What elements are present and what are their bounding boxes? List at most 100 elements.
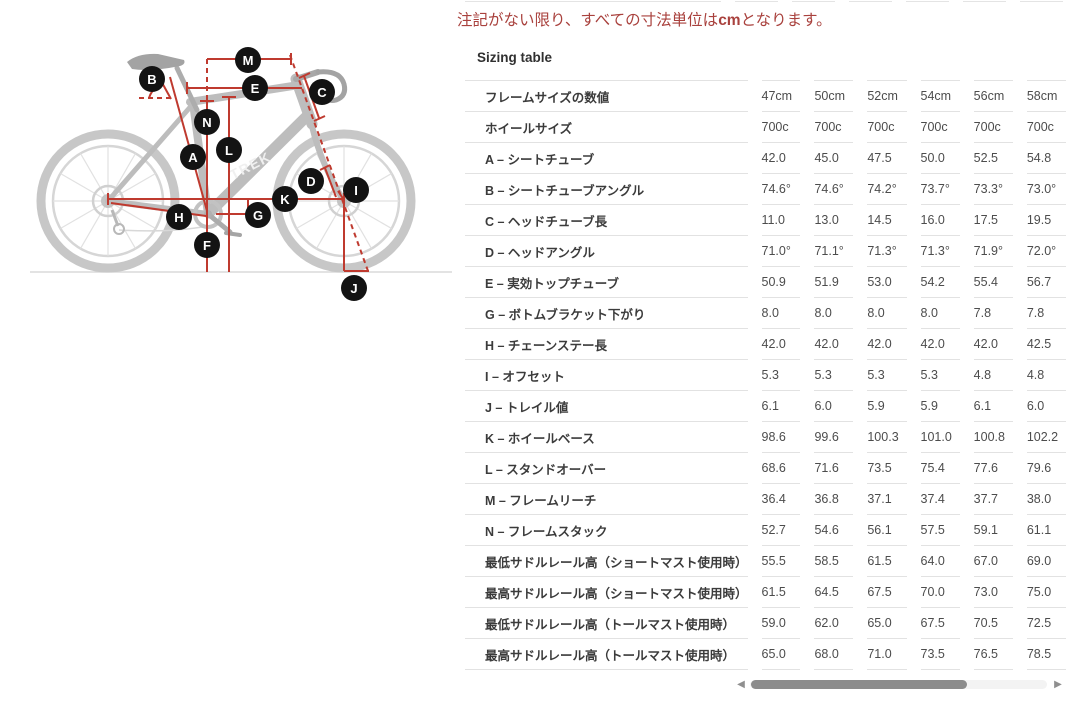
table-row: D – ヘッドアングル 71.0° 71.1° 71.3° 71.3° 71.9… xyxy=(465,236,1066,267)
cell: 54.8 xyxy=(1026,143,1066,174)
cell: 71.3° xyxy=(920,236,960,267)
cell: 50cm xyxy=(814,80,854,112)
cell: 67.5 xyxy=(920,608,960,639)
cell: 58cm xyxy=(1026,80,1066,112)
cell: 102.2 xyxy=(1026,422,1066,453)
cell: 42.5 xyxy=(1026,329,1066,360)
cell: 54.2 xyxy=(920,267,960,298)
table-row: フレームサイズの数値 47cm 50cm 52cm 54cm 56cm 58cm xyxy=(465,80,1066,112)
cell: 8.0 xyxy=(761,298,801,329)
table-row: B – シートチューブアングル 74.6° 74.6° 74.2° 73.7° … xyxy=(465,174,1066,205)
geo-badge-F: F xyxy=(194,232,220,258)
cell: 65.0 xyxy=(761,639,801,670)
cell: 74.6° xyxy=(814,174,854,205)
cell: 69.0 xyxy=(1026,546,1066,577)
cell: 62.0 xyxy=(814,608,854,639)
table-row: A – シートチューブ 42.0 45.0 47.5 50.0 52.5 54.… xyxy=(465,143,1066,174)
cell: 7.8 xyxy=(1026,298,1066,329)
table-row: N – フレームスタック 52.7 54.6 56.1 57.5 59.1 61… xyxy=(465,515,1066,546)
geo-badge-J: J xyxy=(341,275,367,301)
cell: 700c xyxy=(973,112,1013,143)
cell: 71.3° xyxy=(867,236,907,267)
geo-badge-L: L xyxy=(216,137,242,163)
row-label: A – シートチューブ xyxy=(465,143,748,174)
cell: 73.5 xyxy=(920,639,960,670)
cell: 6.0 xyxy=(1026,391,1066,422)
cell: 71.1° xyxy=(814,236,854,267)
cell: 50.9 xyxy=(761,267,801,298)
cell: 71.9° xyxy=(973,236,1013,267)
cell: 54cm xyxy=(920,80,960,112)
cell: 78.5 xyxy=(1026,639,1066,670)
cell: 700c xyxy=(867,112,907,143)
cell: 6.1 xyxy=(761,391,801,422)
table-row: ホイールサイズ 700c 700c 700c 700c 700c 700c xyxy=(465,112,1066,143)
cell: 55.4 xyxy=(973,267,1013,298)
scrollbar-track[interactable] xyxy=(750,680,1047,689)
cell: 13.0 xyxy=(814,205,854,236)
cell: 70.5 xyxy=(973,608,1013,639)
cell: 74.6° xyxy=(761,174,801,205)
units-note-suffix: となります。 xyxy=(740,12,832,29)
table-row: 最低サドルレール高（ショートマスト使用時） 55.5 58.5 61.5 64.… xyxy=(465,546,1066,577)
row-label: C – ヘッドチューブ長 xyxy=(465,205,748,236)
geo-badge-I: I xyxy=(343,177,369,203)
row-label: K – ホイールベース xyxy=(465,422,748,453)
row-label: J – トレイル値 xyxy=(465,391,748,422)
cell: 57.5 xyxy=(920,515,960,546)
cell: 54.6 xyxy=(814,515,854,546)
row-label: 最高サドルレール高（ショートマスト使用時） xyxy=(465,577,748,608)
cell: 73.5 xyxy=(867,453,907,484)
cell: 77.6 xyxy=(973,453,1013,484)
row-label: D – ヘッドアングル xyxy=(465,236,748,267)
geo-badge-M: M xyxy=(235,47,261,73)
table-row: 最低サドルレール高（トールマスト使用時） 59.0 62.0 65.0 67.5… xyxy=(465,608,1066,639)
cell: 37.1 xyxy=(867,484,907,515)
cell: 73.0 xyxy=(973,577,1013,608)
cell: 58.5 xyxy=(814,546,854,577)
scrollbar-thumb[interactable] xyxy=(751,680,967,689)
cell: 68.0 xyxy=(814,639,854,670)
table-row: M – フレームリーチ 36.4 36.8 37.1 37.4 37.7 38.… xyxy=(465,484,1066,515)
cell: 5.9 xyxy=(867,391,907,422)
cell: 74.2° xyxy=(867,174,907,205)
geo-badge-D: D xyxy=(298,168,324,194)
cell: 56.1 xyxy=(867,515,907,546)
cell: 76.5 xyxy=(973,639,1013,670)
cell: 79.6 xyxy=(1026,453,1066,484)
cell: 7.8 xyxy=(973,298,1013,329)
cell: 51.9 xyxy=(814,267,854,298)
cell: 8.0 xyxy=(920,298,960,329)
table-row: 最高サドルレール高（トールマスト使用時） 65.0 68.0 71.0 73.5… xyxy=(465,639,1066,670)
cell: 700c xyxy=(920,112,960,143)
horizontal-scrollbar[interactable]: ◀ ▶ xyxy=(735,677,1064,692)
cell: 56.7 xyxy=(1026,267,1066,298)
row-label: M – フレームリーチ xyxy=(465,484,748,515)
cell: 52cm xyxy=(867,80,907,112)
cell: 52.5 xyxy=(973,143,1013,174)
table-row: C – ヘッドチューブ長 11.0 13.0 14.5 16.0 17.5 19… xyxy=(465,205,1066,236)
scroll-left-arrow-icon[interactable]: ◀ xyxy=(737,679,745,690)
row-label: I – オフセット xyxy=(465,360,748,391)
cell: 73.3° xyxy=(973,174,1013,205)
row-label: E – 実効トップチューブ xyxy=(465,267,748,298)
table-row: E – 実効トップチューブ 50.9 51.9 53.0 54.2 55.4 5… xyxy=(465,267,1066,298)
scroll-right-arrow-icon[interactable]: ▶ xyxy=(1054,679,1062,690)
cell: 59.1 xyxy=(973,515,1013,546)
cell: 42.0 xyxy=(920,329,960,360)
cell: 71.0 xyxy=(867,639,907,670)
bike-geometry-diagram: TREK xyxy=(0,0,456,310)
cell: 56cm xyxy=(973,80,1013,112)
cell: 36.8 xyxy=(814,484,854,515)
cell: 42.0 xyxy=(761,329,801,360)
cell: 64.5 xyxy=(814,577,854,608)
units-note: 注記がない限り、すべての寸法単位はcmとなります。 xyxy=(457,8,832,30)
row-label: ホイールサイズ xyxy=(465,112,748,143)
cell: 47.5 xyxy=(867,143,907,174)
cell: 45.0 xyxy=(814,143,854,174)
cell: 42.0 xyxy=(973,329,1013,360)
table-row: J – トレイル値 6.1 6.0 5.9 5.9 6.1 6.0 xyxy=(465,391,1066,422)
cell: 17.5 xyxy=(973,205,1013,236)
cell: 38.0 xyxy=(1026,484,1066,515)
geo-badge-E: E xyxy=(242,75,268,101)
